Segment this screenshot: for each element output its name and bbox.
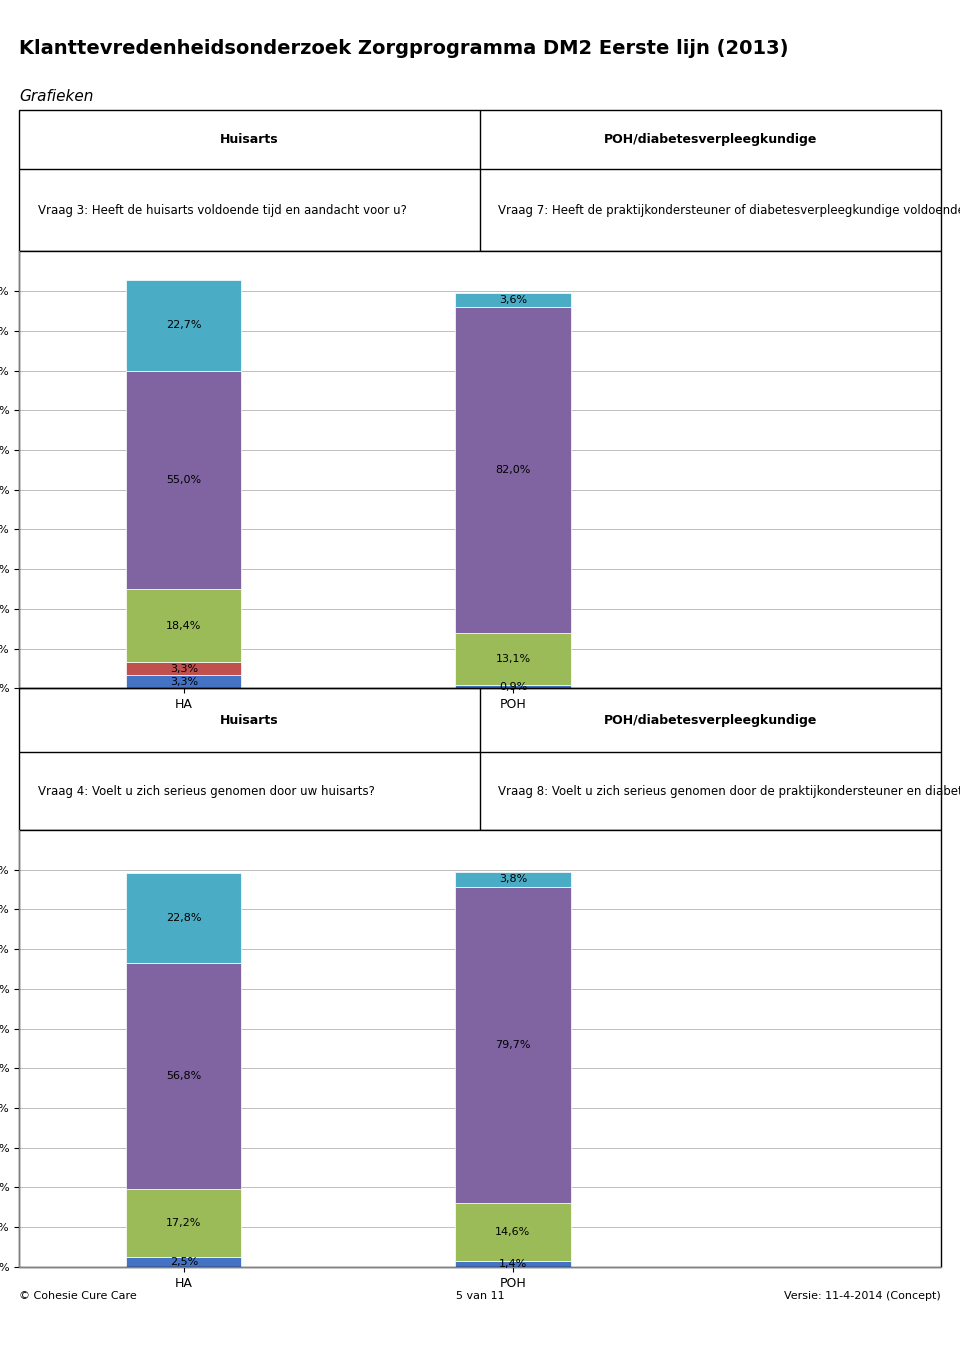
Text: 3,8%: 3,8% [499, 874, 527, 885]
Text: 14,6%: 14,6% [495, 1227, 531, 1238]
Text: 22,8%: 22,8% [166, 913, 202, 923]
Bar [126, 662, 241, 675]
Text: 79,7%: 79,7% [495, 1040, 531, 1050]
Text: POH/diabetesverpleegkundige: POH/diabetesverpleegkundige [604, 133, 817, 146]
Bar [455, 685, 570, 689]
Bar [455, 871, 570, 886]
Text: 0,9%: 0,9% [499, 682, 527, 691]
Bar [126, 963, 241, 1189]
Text: 13,1%: 13,1% [495, 653, 531, 664]
Text: 56,8%: 56,8% [166, 1070, 202, 1081]
Bar [455, 1261, 570, 1266]
Bar [126, 675, 241, 689]
Text: Vraag 4: Voelt u zich serieus genomen door uw huisarts?: Vraag 4: Voelt u zich serieus genomen do… [37, 785, 374, 798]
Text: 17,2%: 17,2% [166, 1218, 202, 1227]
Bar [455, 307, 570, 633]
Text: Grafieken: Grafieken [19, 89, 93, 104]
Bar [19, 829, 941, 1266]
Text: 3,6%: 3,6% [499, 295, 527, 304]
Text: POH/diabetesverpleegkundige: POH/diabetesverpleegkundige [604, 714, 817, 728]
Bar [455, 633, 570, 685]
Text: 55,0%: 55,0% [166, 475, 202, 484]
Text: Huisarts: Huisarts [220, 714, 279, 728]
Text: 1,4%: 1,4% [499, 1260, 527, 1269]
Text: 22,7%: 22,7% [166, 321, 202, 330]
Text: 3,3%: 3,3% [170, 664, 198, 674]
Bar [126, 1257, 241, 1266]
Text: 82,0%: 82,0% [495, 465, 531, 475]
Text: Vraag 3: Heeft de huisarts voldoende tijd en aandacht voor u?: Vraag 3: Heeft de huisarts voldoende tij… [37, 204, 406, 216]
Text: 2,5%: 2,5% [170, 1257, 198, 1266]
Bar [19, 252, 941, 689]
Text: 18,4%: 18,4% [166, 621, 202, 630]
Text: Versie: 11-4-2014 (Concept): Versie: 11-4-2014 (Concept) [784, 1291, 941, 1302]
Bar [455, 886, 570, 1203]
Bar [455, 1203, 570, 1261]
Bar [126, 280, 241, 371]
Bar [126, 589, 241, 662]
Bar [126, 1189, 241, 1257]
Text: Vraag 7: Heeft de praktijkondersteuner of diabetesverpleegkundige voldoende tijd: Vraag 7: Heeft de praktijkondersteuner o… [498, 204, 960, 216]
Text: Vraag 8: Voelt u zich serieus genomen door de praktijkondersteuner en diabetesve: Vraag 8: Voelt u zich serieus genomen do… [498, 785, 960, 798]
Bar [126, 873, 241, 963]
Bar [455, 292, 570, 307]
Text: 3,3%: 3,3% [170, 676, 198, 687]
Text: Klanttevredenheidsonderzoek Zorgprogramma DM2 Eerste lijn (2013): Klanttevredenheidsonderzoek Zorgprogramm… [19, 39, 789, 58]
Text: Huisarts: Huisarts [220, 133, 279, 146]
Text: 5 van 11: 5 van 11 [456, 1291, 504, 1302]
Text: © Cohesie Cure Care: © Cohesie Cure Care [19, 1291, 137, 1302]
Bar [126, 371, 241, 589]
